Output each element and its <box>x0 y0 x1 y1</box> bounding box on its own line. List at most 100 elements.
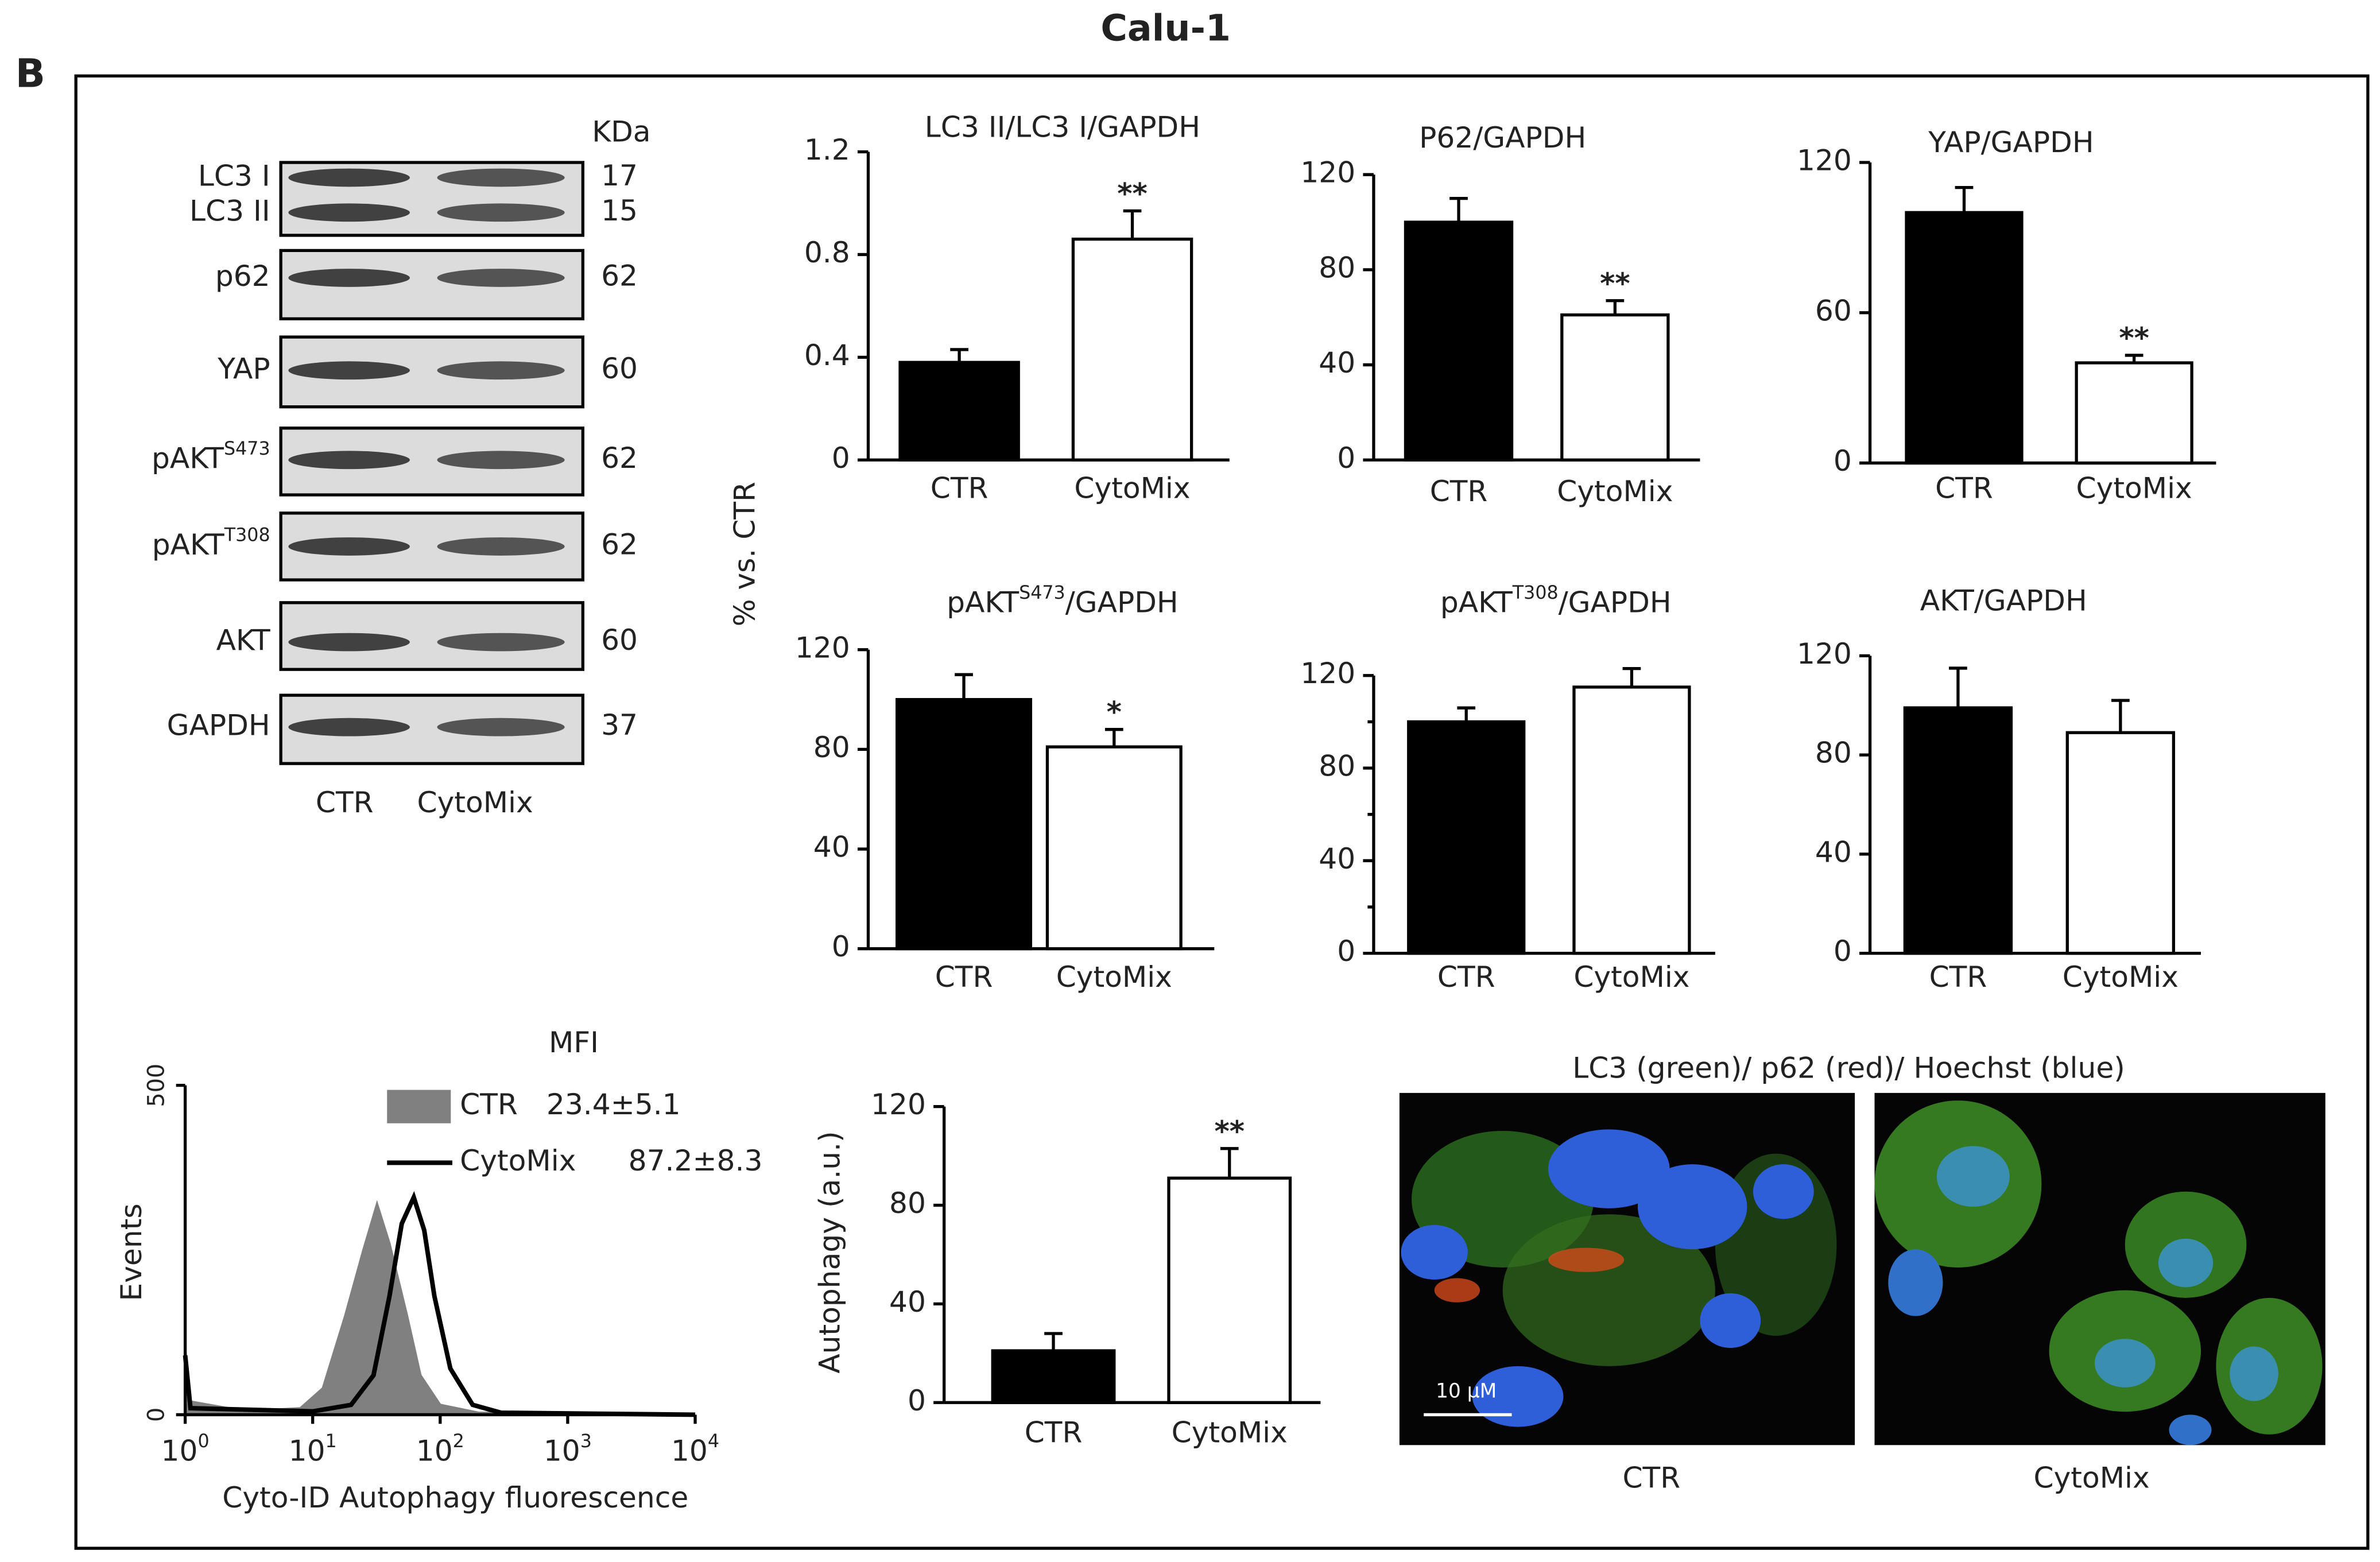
microscopy-label: CTR <box>1622 1461 1680 1495</box>
y-tick-label: 120 <box>1300 656 1355 690</box>
error-bar <box>955 673 973 700</box>
blot-row-label: LC3 II <box>189 193 270 227</box>
y-tick-label: 0 <box>1337 934 1355 968</box>
y-tick-label: 0.4 <box>804 338 850 372</box>
significance-label: ** <box>1117 176 1148 210</box>
blot-row-label-sup: S473 <box>224 439 270 459</box>
y-tick-label: 80 <box>889 1186 926 1220</box>
chart-title: YAP/GAPDH <box>1928 125 2094 159</box>
blot-row-label: pAKTS473 <box>152 439 270 475</box>
bar <box>1572 685 1691 955</box>
y-tick-label: 0 <box>1834 444 1852 478</box>
bar <box>1167 1176 1292 1404</box>
blot-band <box>288 269 410 287</box>
blot-band <box>437 537 565 556</box>
blot-row-label-part: pAKT <box>152 441 224 475</box>
y-tick-label: 80 <box>1319 250 1355 284</box>
panel-frame <box>74 74 2370 1550</box>
histogram-line <box>184 1200 696 1416</box>
blot-row-label: LC3 I <box>198 158 270 192</box>
blot-row-label-part: YAP <box>217 351 270 385</box>
blot-row-label-part: GAPDH <box>167 708 270 742</box>
error-bar <box>1457 706 1476 722</box>
y-tick-label: 120 <box>871 1087 926 1121</box>
blot-band <box>437 269 565 287</box>
significance-label: ** <box>1214 1114 1245 1148</box>
blot-band <box>437 451 565 470</box>
blot-band <box>288 718 410 737</box>
blot-row-label: pAKTT308 <box>152 525 270 561</box>
x-tick-label-part: 10 <box>671 1433 708 1467</box>
microscopy-title: LC3 (green)/ p62 (red)/ Hoechst (blue) <box>1572 1051 2125 1085</box>
x-tick-label: CTR <box>1437 960 1495 994</box>
blot-row-label-part: pAKT <box>152 527 224 561</box>
x-tick-label: 103 <box>544 1431 592 1467</box>
y-tick-label: 120 <box>795 630 850 664</box>
y-tick-label: 0 <box>1337 441 1355 475</box>
blot-band <box>288 537 410 556</box>
blot-row-label: GAPDH <box>167 708 270 742</box>
y-tick-label: 80 <box>1815 736 1852 770</box>
error-bar <box>1220 1147 1239 1179</box>
chart-title-part: pAKT <box>947 585 1019 619</box>
bar <box>1404 220 1514 462</box>
y-tick-label: 120 <box>1300 156 1355 189</box>
blot-kda: 60 <box>601 623 638 657</box>
error-bar <box>1123 209 1142 239</box>
microscopy-label: CytoMix <box>2034 1461 2150 1495</box>
error-bar <box>1606 299 1625 315</box>
bar <box>1071 237 1193 462</box>
y-tick-label: 500 <box>143 1064 169 1107</box>
blot-row-label-part: p62 <box>215 258 270 292</box>
chart-title: P62/GAPDH <box>1419 121 1586 154</box>
bar <box>2075 361 2193 465</box>
error-bar <box>1449 196 1468 223</box>
blot-band <box>288 168 410 187</box>
y-tick-label: 40 <box>1815 835 1852 869</box>
scale-bar-label: 10 µM <box>1436 1379 1497 1402</box>
y-tick-label: 1.2 <box>804 133 850 166</box>
x-tick-label: CTR <box>1025 1415 1083 1449</box>
blot-kda: 62 <box>601 527 638 561</box>
chart-title-part: pAKT <box>1440 585 1513 619</box>
panel-label: B <box>15 51 45 96</box>
chart-title-sup: T308 <box>1512 583 1559 603</box>
shared-y-label: % vs. CTR <box>727 482 761 626</box>
x-tick-label: CytoMix <box>1557 474 1673 508</box>
blot-kda: 15 <box>601 193 638 227</box>
y-tick-label: 40 <box>813 830 850 864</box>
y-tick-label: 0 <box>908 1383 926 1417</box>
blot-row-label: AKT <box>216 623 270 657</box>
bar <box>1407 720 1526 955</box>
blot-band <box>437 203 565 222</box>
y-tick-label: 40 <box>1319 842 1355 875</box>
error-bar <box>1955 185 1974 213</box>
error-bar <box>1622 666 1641 687</box>
blot-row-label-sup: T308 <box>224 525 270 545</box>
significance-label: ** <box>2119 321 2149 355</box>
x-tick-label-part: 10 <box>544 1433 580 1467</box>
x-tick-label-sup: 2 <box>453 1431 464 1452</box>
blot-band <box>437 633 565 652</box>
bar <box>991 1349 1116 1404</box>
bar <box>2065 731 2176 955</box>
y-tick-label: 120 <box>1797 637 1852 670</box>
x-tick-label: CTR <box>1430 474 1488 508</box>
x-tick-label-sup: 3 <box>580 1431 592 1452</box>
x-tick-label: 100 <box>161 1431 210 1467</box>
bar <box>1045 745 1183 951</box>
x-tick-label: CytoMix <box>2063 960 2179 994</box>
y-axis-label: Events <box>114 1203 148 1301</box>
legend-label: CTR <box>460 1087 518 1121</box>
chart-title-part: /GAPDH <box>1065 585 1179 619</box>
blot-lane-label: CTR <box>316 785 374 819</box>
significance-label: * <box>1107 695 1122 729</box>
x-tick-label: CTR <box>931 471 989 505</box>
error-bar <box>1104 728 1123 747</box>
y-tick-label: 80 <box>1319 749 1355 783</box>
blot-row-label-part: LC3 II <box>189 193 270 227</box>
x-tick-label-sup: 1 <box>325 1431 337 1452</box>
chart-title: pAKTT308/GAPDH <box>1440 583 1672 619</box>
x-tick-label: 102 <box>416 1431 464 1467</box>
